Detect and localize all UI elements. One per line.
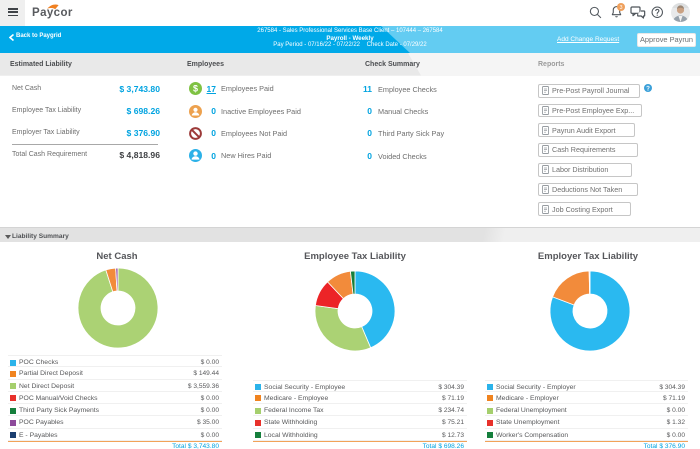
- svg-text:$: $: [193, 84, 198, 94]
- svg-text:3: 3: [619, 5, 622, 11]
